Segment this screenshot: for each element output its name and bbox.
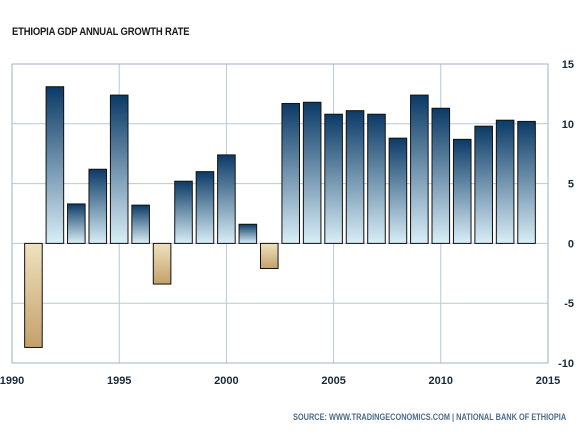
bar-1995 (109, 94, 129, 244)
y-axis-tick-labels: 15 10 5 0 -5 -10 (558, 59, 574, 370)
source-note: SOURCE: WWW.TRADINGECONOMICS.COM | NATIO… (292, 412, 566, 422)
bar-2006 (345, 110, 365, 244)
bar-2004 (302, 101, 322, 244)
bar-2013 (495, 119, 515, 244)
bar-2002 (259, 242, 279, 270)
bar-2007 (367, 113, 386, 244)
y-tick-label: 10 (562, 119, 574, 131)
x-tick-label: 2010 (429, 375, 453, 387)
x-axis-tick-labels: 1990 1995 2000 2005 2010 2015 (0, 375, 560, 387)
bar-2011 (452, 138, 472, 244)
y-tick-label: 5 (568, 179, 574, 191)
y-tick-label: 15 (562, 59, 574, 71)
bar-1999 (195, 171, 215, 244)
bar-2012 (474, 125, 493, 244)
chart-title: ETHIOPIA GDP ANNUAL GROWTH RATE (12, 26, 190, 38)
bar-1997 (152, 242, 172, 285)
x-tick-label: 2000 (214, 375, 238, 387)
x-tick-label: 1990 (0, 375, 24, 387)
bar-1998 (174, 180, 193, 244)
bar-2000 (217, 154, 236, 244)
bar-1991 (24, 242, 43, 348)
x-tick-label: 2005 (321, 375, 345, 387)
bars (24, 86, 536, 348)
plot-area-border (11, 63, 549, 364)
y-tick-label: 0 (568, 238, 574, 250)
y-tick-label: -10 (558, 358, 574, 370)
bar-2005 (324, 113, 343, 244)
y-tick-label: -5 (564, 298, 574, 310)
x-tick-label: 2015 (536, 375, 560, 387)
bar-2010 (431, 107, 451, 244)
bar-1996 (131, 204, 150, 244)
x-tick-label: 1995 (107, 375, 131, 387)
bar-1992 (45, 86, 65, 244)
bar-2001 (238, 223, 258, 244)
bar-2014 (517, 120, 536, 244)
bar-1994 (88, 168, 108, 244)
bar-2009 (410, 94, 429, 244)
bar-2003 (281, 102, 301, 244)
bar-2008 (388, 137, 408, 244)
bar-1993 (67, 203, 86, 244)
